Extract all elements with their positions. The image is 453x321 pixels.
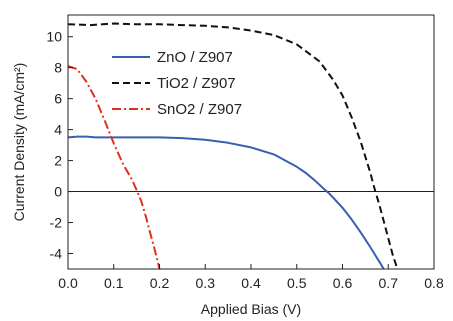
x-tick-label: 0.8 bbox=[424, 275, 444, 291]
y-tick-label: 10 bbox=[46, 29, 62, 45]
x-tick-label: 0.6 bbox=[333, 275, 353, 291]
x-tick-label: 0.4 bbox=[241, 275, 261, 291]
y-tick-label: 8 bbox=[54, 60, 62, 76]
y-tick-label: -2 bbox=[50, 215, 63, 231]
y-tick-label: -4 bbox=[50, 246, 63, 262]
legend: ZnO / Z907 TiO2 / Z907 SnO2 / Z907 bbox=[112, 49, 242, 118]
x-tick-label: 0.7 bbox=[379, 275, 399, 291]
x-tick-label: 0.3 bbox=[196, 275, 216, 291]
y-tick-label: 6 bbox=[54, 91, 62, 107]
series-line-sno2 bbox=[67, 65, 161, 270]
legend-label-sno2: SnO2 / Z907 bbox=[157, 101, 242, 118]
series-layer bbox=[67, 22, 399, 270]
x-tick-label: 0.2 bbox=[150, 275, 170, 291]
y-tick-label: 4 bbox=[54, 122, 62, 138]
legend-label-zno: ZnO / Z907 bbox=[157, 49, 233, 66]
legend-label-tio2: TiO2 / Z907 bbox=[157, 75, 236, 92]
axes-layer: 0.0 0.1 0.2 0.3 0.4 0.5 0.6 0.7 0.8 -4 -2 0 2 4 6 8 10 bbox=[46, 29, 444, 291]
x-tick-label: 0.0 bbox=[58, 275, 78, 291]
x-tick-label: 0.1 bbox=[104, 275, 124, 291]
y-axis-title: Current Density (mA/cm²) bbox=[11, 63, 27, 222]
series-line-zno bbox=[67, 135, 385, 270]
x-axis-title: Applied Bias (V) bbox=[201, 301, 301, 317]
x-tick-label: 0.5 bbox=[287, 275, 307, 291]
plot-frame bbox=[67, 14, 435, 270]
series-line-tio2 bbox=[67, 22, 399, 270]
y-tick-label: 0 bbox=[54, 184, 62, 200]
y-tick-label: 2 bbox=[54, 153, 62, 169]
